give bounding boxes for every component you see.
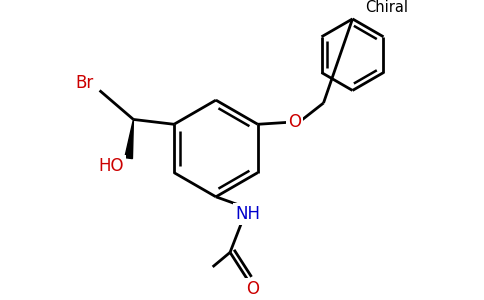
Text: Br: Br: [75, 74, 93, 92]
Text: HO: HO: [98, 157, 124, 175]
Text: O: O: [288, 113, 301, 131]
Polygon shape: [125, 119, 134, 159]
Text: NH: NH: [235, 205, 260, 223]
Text: Chiral: Chiral: [365, 0, 408, 15]
Text: O: O: [246, 280, 259, 298]
